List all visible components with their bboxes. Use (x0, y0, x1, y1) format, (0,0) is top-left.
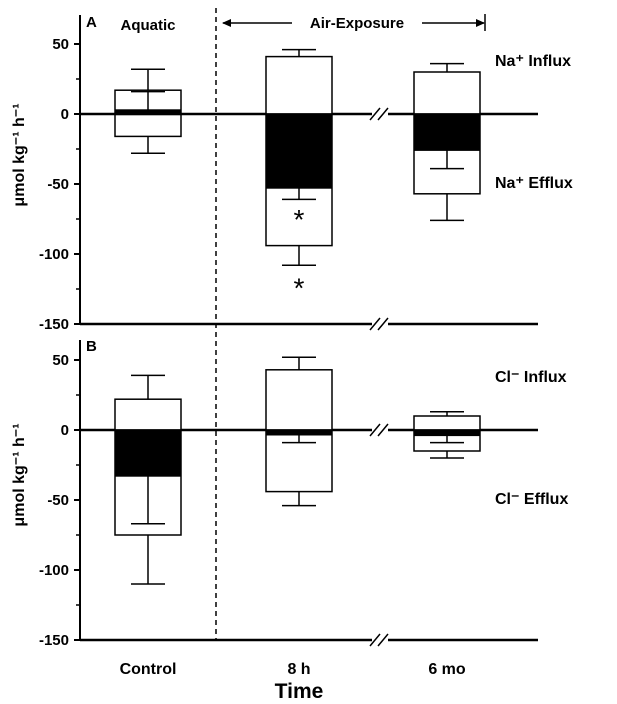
panel-b-influx-bar-6-mo (413, 415, 481, 431)
panel-a-influx-label: Na⁺ Influx (495, 53, 571, 70)
panel-a-significance-marker: * (294, 204, 305, 235)
panel-a-influx-bar-6-mo (413, 71, 481, 115)
panel-b-letter: B (86, 338, 97, 355)
panel-b-axis-break (377, 633, 389, 647)
panel-b-axis-break (369, 633, 381, 647)
panel-a-efflux-bar-control (114, 113, 182, 138)
panel-b-y-axis-title: μmol kg⁻¹ h⁻¹ (11, 423, 28, 526)
panel-a-net-bar-control (114, 109, 182, 116)
panel-a-y-axis-title: μmol kg⁻¹ h⁻¹ (11, 103, 28, 206)
panel-a-ytick-label: 0 (61, 106, 69, 123)
panel-b-net-bar-control (114, 429, 182, 477)
panel-b-ytick-label: 0 (61, 422, 69, 439)
x-axis-title: Time (275, 680, 324, 703)
panel-a-influx-bar-8-h (265, 55, 333, 115)
panel-b-influx-bar-8-h (265, 369, 333, 431)
panel-a-ytick-label: -50 (47, 176, 69, 193)
panel-a-ytick-label: -100 (39, 246, 69, 263)
panel-b-axis-break (369, 423, 381, 437)
panel-a-ytick-label: -150 (39, 316, 69, 333)
region-label-aquatic: Aquatic (120, 17, 175, 34)
x-category-label: 6 mo (428, 661, 466, 678)
panel-b-axis-break (377, 423, 389, 437)
panel-a-net-bar-6-mo (413, 113, 481, 151)
panel-a-efflux-label: Na⁺ Efflux (495, 175, 573, 192)
panel-a-significance-marker: * (294, 272, 305, 303)
arrow-head-right-icon (476, 19, 485, 27)
x-category-label: Control (120, 661, 177, 678)
panel-a-axis-break (377, 317, 389, 331)
arrow-head-left-icon (222, 19, 231, 27)
panel-b-ytick-label: -150 (39, 632, 69, 649)
panel-b-ytick-label: -50 (47, 492, 69, 509)
panel-a-axis-break (369, 317, 381, 331)
panel-b-ytick-label: -100 (39, 562, 69, 579)
panel-b-influx-label: Cl⁻ Influx (495, 369, 567, 386)
region-label-air-exposure: Air-Exposure (310, 15, 404, 32)
panel-a-net-bar-8-h (265, 113, 333, 189)
panel-b-influx-bar-control (114, 398, 182, 431)
panel-a-letter: A (86, 14, 97, 31)
panel-a-axis-break (369, 107, 381, 121)
panel-a-ytick-label: 50 (52, 36, 69, 53)
panel-b-ytick-label: 50 (52, 352, 69, 369)
panel-b-net-bar-6-mo (413, 429, 481, 437)
panel-a-axis-break (377, 107, 389, 121)
panel-b-efflux-label: Cl⁻ Efflux (495, 491, 568, 508)
x-category-label: 8 h (287, 661, 310, 678)
